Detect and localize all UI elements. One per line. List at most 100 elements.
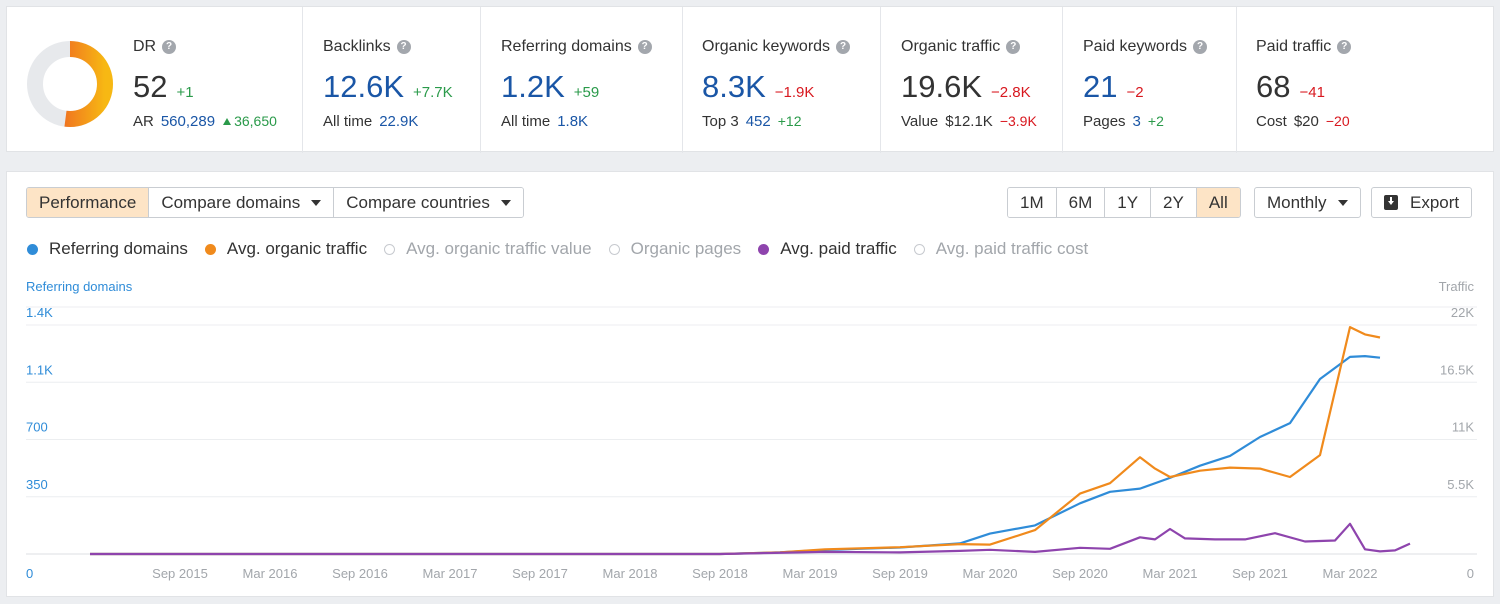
help-icon[interactable]: ? — [162, 40, 177, 54]
legend-item-3[interactable]: Organic pages — [608, 239, 742, 259]
legend-item-0[interactable]: Referring domains — [27, 239, 188, 259]
dr-value: 52 — [133, 69, 168, 104]
paidkw-sub-label: Pages — [1083, 113, 1126, 130]
refdomains-label: Referring domains — [501, 38, 632, 55]
dr-label: DR — [133, 38, 157, 55]
orgtraffic-value-delta: −3.9K — [999, 113, 1037, 129]
legend-item-5[interactable]: Avg. paid traffic cost — [913, 239, 1089, 259]
range-selector: 1M 6M 1Y 2Y All — [1007, 187, 1241, 218]
backlinks-value[interactable]: 12.6K — [323, 69, 405, 104]
tab-performance[interactable]: Performance — [27, 188, 150, 217]
x-tick-label: Mar 2018 — [603, 566, 658, 581]
performance-chart: Referring domains Traffic 0 0 350 5.5K 700 11K 1… — [26, 279, 1477, 581]
compare-domains-dropdown[interactable]: Compare domains — [149, 188, 335, 217]
metric-organic-keywords: Organic keywords? 8.3K −1.9K Top 3 452 +12 — [682, 7, 880, 153]
ar-value[interactable]: 560,289 — [160, 113, 216, 130]
performance-card: Performance Compare domains Compare coun… — [6, 171, 1494, 597]
legend-label: Avg. organic traffic — [226, 239, 368, 258]
legend-label: Referring domains — [49, 239, 188, 258]
help-icon[interactable]: ? — [836, 40, 851, 54]
help-icon[interactable]: ? — [1337, 40, 1352, 54]
interval-dropdown[interactable]: Monthly — [1254, 187, 1361, 218]
orgtraffic-sub-label: Value — [901, 113, 939, 130]
legend-dot-icon — [913, 243, 925, 255]
help-icon[interactable]: ? — [637, 40, 652, 54]
x-tick-label: Sep 2021 — [1232, 566, 1288, 581]
series-line-avg-organic-traffic — [90, 325, 1381, 556]
x-tick-label: Sep 2019 — [872, 566, 928, 581]
view-tabs: Performance Compare domains Compare coun… — [26, 187, 524, 218]
left-tick-label: 700 — [26, 420, 48, 435]
range-1y[interactable]: 1Y — [1105, 188, 1152, 217]
legend-label: Avg. paid traffic cost — [935, 239, 1089, 258]
right-tick-label: 5.5K — [1447, 477, 1474, 492]
range-1m[interactable]: 1M — [1008, 188, 1057, 217]
compare-countries-dropdown[interactable]: Compare countries — [334, 188, 523, 217]
backlinks-all-time[interactable]: 22.9K — [379, 113, 419, 130]
range-6m[interactable]: 6M — [1056, 188, 1106, 217]
backlinks-sub-label: All time — [323, 113, 373, 130]
series-line-referring-domains — [90, 354, 1381, 556]
orgkw-top3[interactable]: 452 — [745, 113, 771, 130]
chevron-down-icon — [1337, 199, 1348, 206]
left-tick-label: 0 — [26, 566, 33, 581]
compare-countries-label: Compare countries — [346, 192, 490, 212]
x-tick-label: Mar 2017 — [423, 566, 478, 581]
refdomains-value[interactable]: 1.2K — [501, 69, 565, 104]
paidtraffic-cost-delta: −20 — [1325, 113, 1350, 129]
refdomains-delta: +59 — [573, 84, 600, 101]
x-tick-label: Mar 2020 — [963, 566, 1018, 581]
metric-organic-traffic: Organic traffic? 19.6K −2.8K Value $12.1K −… — [880, 7, 1062, 153]
range-2y[interactable]: 2Y — [1151, 188, 1197, 217]
legend-item-4[interactable]: Avg. paid traffic — [758, 239, 897, 259]
orgkw-top3-delta: +12 — [777, 113, 802, 129]
backlinks-delta: +7.7K — [413, 84, 453, 101]
right-tick-label: 0 — [1467, 566, 1474, 581]
interval-label: Monthly — [1267, 192, 1327, 212]
legend-dot-icon — [758, 243, 770, 255]
paidkw-value[interactable]: 21 — [1083, 69, 1118, 104]
backlinks-label: Backlinks — [323, 38, 391, 55]
dr-donut-chart — [27, 41, 113, 127]
dr-arc — [27, 41, 113, 127]
legend-label: Organic pages — [630, 239, 742, 258]
x-tick-label: Mar 2016 — [243, 566, 298, 581]
x-tick-label: Mar 2021 — [1143, 566, 1198, 581]
chevron-down-icon — [311, 199, 322, 206]
legend-dot-icon — [204, 243, 216, 255]
refdomains-all-time[interactable]: 1.8K — [557, 113, 589, 130]
orgtraffic-value-amount: $12.1K — [945, 113, 993, 130]
left-tick-label: 1.1K — [26, 362, 53, 377]
paidtraffic-value: 68 — [1256, 69, 1291, 104]
help-icon[interactable]: ? — [1006, 40, 1021, 54]
left-tick-label: 350 — [26, 477, 48, 492]
trend-up-icon — [223, 118, 232, 125]
metric-paid-traffic: Paid traffic? 68 −41 Cost $20 −20 — [1236, 7, 1495, 153]
paidkw-label: Paid keywords — [1083, 38, 1188, 55]
metric-paid-keywords: Paid keywords? 21 −2 Pages 3 +2 — [1062, 7, 1236, 153]
legend-label: Avg. organic traffic value — [406, 239, 592, 258]
paidtraffic-cost: $20 — [1293, 113, 1319, 130]
paidtraffic-sub-label: Cost — [1256, 113, 1287, 130]
legend-dot-icon — [27, 243, 38, 255]
ar-delta: 36,650 — [234, 113, 277, 129]
paidkw-pages[interactable]: 3 — [1132, 113, 1141, 130]
export-button[interactable]: Export — [1371, 187, 1473, 218]
legend-dot-icon — [608, 243, 620, 255]
help-icon[interactable]: ? — [396, 40, 411, 54]
range-all[interactable]: All — [1196, 188, 1240, 217]
x-tick-label: Sep 2016 — [332, 566, 388, 581]
help-icon[interactable]: ? — [1193, 40, 1208, 54]
x-tick-label: Mar 2019 — [783, 566, 838, 581]
refdomains-sub-label: All time — [501, 113, 551, 130]
series-line-avg-paid-traffic — [90, 522, 1411, 556]
orgkw-label: Organic keywords — [702, 38, 831, 55]
right-tick-label: 11K — [1452, 420, 1474, 435]
orgtraffic-value: 19.6K — [901, 69, 983, 104]
orgkw-delta: −1.9K — [774, 84, 815, 101]
left-tick-label: 1.4K — [26, 305, 53, 320]
legend-item-2[interactable]: Avg. organic traffic value — [384, 239, 592, 259]
paidtraffic-label: Paid traffic — [1256, 38, 1332, 55]
orgkw-value[interactable]: 8.3K — [702, 69, 766, 104]
legend-item-1[interactable]: Avg. organic traffic — [204, 239, 368, 259]
